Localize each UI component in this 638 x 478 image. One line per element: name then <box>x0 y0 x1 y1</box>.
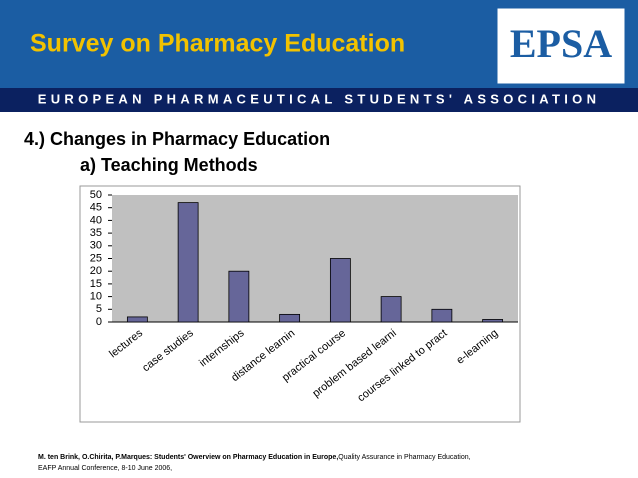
logo-box <box>496 7 626 85</box>
heading: 4.) Changes in Pharmacy Education <box>24 129 330 149</box>
footer-bold-text: M. ten Brink, O.Chirita, P.Marques: Stud… <box>38 454 338 461</box>
y-tick-label: 15 <box>90 278 102 290</box>
bar <box>431 308 453 323</box>
bar <box>126 316 148 323</box>
y-tick-label: 20 <box>90 265 102 277</box>
bar <box>279 313 301 323</box>
subheading: a) Teaching Methods <box>80 155 258 175</box>
bar <box>482 319 504 323</box>
bar <box>177 202 199 323</box>
y-tick-label: 5 <box>96 303 102 315</box>
footer-line2: EAFP Annual Conference, 8-10 June 2006, <box>38 465 172 472</box>
y-tick-label: 35 <box>90 227 102 239</box>
plot-area <box>112 195 518 322</box>
band-bg <box>0 88 638 112</box>
y-tick-label: 40 <box>90 214 102 226</box>
bar <box>228 270 250 323</box>
y-tick-label: 30 <box>90 240 102 252</box>
logo: EPSA <box>510 21 612 66</box>
y-tick-label: 45 <box>90 202 102 214</box>
y-tick-label: 25 <box>90 252 102 264</box>
y-tick-label: 10 <box>90 291 102 303</box>
y-tick-label: 0 <box>96 316 102 328</box>
slide-title: Survey on Pharmacy Education <box>30 30 405 58</box>
bar <box>380 296 402 323</box>
footer-normal: Quality Assurance in Pharmacy Education, <box>338 454 470 461</box>
y-tick-label: 50 <box>90 189 102 201</box>
footer-bold: M. ten Brink, O.Chirita, P.Marques: Stud… <box>38 454 471 461</box>
band-text: EUROPEAN PHARMACEUTICAL STUDENTS' ASSOCI… <box>38 91 601 106</box>
bar <box>329 258 351 323</box>
